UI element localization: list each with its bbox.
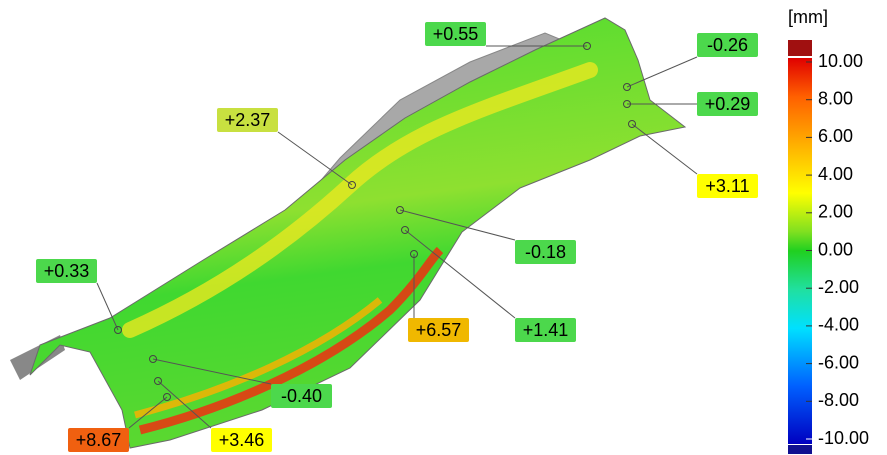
deviation-view: +0.55 -0.26 +0.29 +3.11 +2.37 -0.18 +6.57 +1.41… (0, 0, 887, 455)
callout-label: +2.37 (225, 110, 271, 130)
callout-label: +0.33 (44, 261, 90, 281)
callout-label: +0.29 (705, 94, 751, 114)
callout-label: +3.11 (705, 176, 749, 196)
scale-tick-label: 8.00 (818, 88, 853, 108)
scale-tick-label: 0.00 (818, 239, 853, 259)
scale-tick-label: 10.00 (818, 51, 863, 71)
scale-tick-label: -8.00 (818, 390, 859, 410)
callout-label: +1.41 (523, 320, 569, 340)
callout-label: +8.67 (76, 430, 122, 450)
scale-tick-label: -4.00 (818, 315, 859, 335)
scale-tick-label: 4.00 (818, 164, 853, 184)
callout-label: +0.55 (433, 24, 479, 44)
scale-unit: [mm] (788, 7, 828, 27)
callout-label: +3.46 (219, 430, 265, 450)
part (10, 18, 685, 448)
scale-over (788, 40, 812, 56)
scale-tick-label: -2.00 (818, 277, 859, 297)
scale-under (788, 445, 812, 454)
scale-tick-label: 2.00 (818, 202, 853, 222)
scale-tick-label: 6.00 (818, 126, 853, 146)
color-scale: [mm] 10.00 8.00 6.00 4.00 2.00 0.00 -2.00 -4.00… (788, 7, 869, 454)
scale-tick-label: -6.00 (818, 352, 859, 372)
callout-label: -0.40 (281, 386, 322, 406)
callout-label: +6.57 (416, 320, 462, 340)
callout-label: -0.18 (525, 242, 566, 262)
callout-label: -0.26 (707, 35, 748, 55)
scale-tick-label: -10.00 (818, 428, 869, 448)
part-surface (30, 18, 685, 448)
